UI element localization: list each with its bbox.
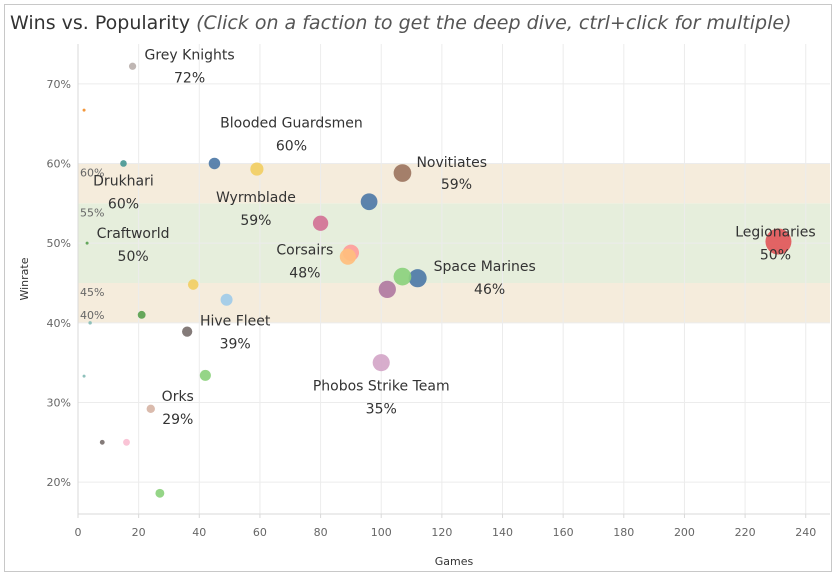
x-tick-label: 20: [132, 526, 146, 539]
data-point[interactable]: [82, 108, 86, 112]
data-point[interactable]: [393, 164, 412, 182]
data-point[interactable]: [765, 228, 792, 255]
data-point[interactable]: [88, 321, 92, 325]
point-value-label: 35%: [366, 402, 397, 418]
band-label-0: 45%: [80, 286, 104, 299]
y-tick-label: 30%: [47, 396, 71, 409]
title-subtitle: (Click on a faction to get the deep dive…: [196, 12, 792, 34]
point-value-label: 48%: [289, 266, 320, 282]
x-tick-label: 80: [314, 526, 328, 539]
title-main: Wins vs. Popularity: [10, 12, 191, 34]
data-point[interactable]: [137, 310, 146, 319]
point-value-label: 60%: [276, 138, 307, 154]
data-point[interactable]: [82, 374, 86, 378]
x-tick-label: 60: [253, 526, 267, 539]
x-tick-label: 140: [492, 526, 513, 539]
data-point[interactable]: [408, 269, 427, 288]
x-tick-label: 160: [553, 526, 574, 539]
data-point[interactable]: [208, 157, 221, 170]
data-point[interactable]: [312, 215, 329, 231]
point-value-label: 72%: [174, 70, 205, 86]
data-points: [82, 62, 792, 498]
y-axis-label: Winrate: [18, 257, 31, 300]
band-2: [78, 163, 830, 204]
point-label: Grey Knights: [145, 47, 235, 63]
point-label: Phobos Strike Team: [313, 379, 450, 395]
y-tick-label: 40%: [47, 317, 71, 330]
point-value-label: 50%: [118, 249, 149, 265]
point-label: Drukhari: [93, 173, 154, 189]
data-point[interactable]: [99, 439, 105, 445]
data-point[interactable]: [123, 438, 130, 446]
point-label: Legionaries: [735, 225, 816, 241]
data-point[interactable]: [120, 160, 127, 167]
gridlines: [77, 44, 830, 515]
data-point[interactable]: [378, 280, 396, 298]
point-label: Corsairs: [276, 243, 333, 259]
y-tick-label: 70%: [47, 78, 71, 91]
point-label: Craftworld: [97, 226, 170, 242]
point-value-label: 39%: [220, 337, 251, 353]
data-point[interactable]: [372, 354, 390, 372]
point-label: Novitiates: [416, 155, 487, 171]
data-point[interactable]: [182, 326, 193, 337]
point-value-label: 59%: [441, 177, 472, 193]
x-axis: 0 20 40 60 80 100 120 140 160 180 200 220 240: [75, 514, 816, 539]
data-point[interactable]: [85, 241, 89, 245]
x-tick-label: 0: [75, 526, 82, 539]
point-value-label: 29%: [162, 412, 193, 428]
point-value-label: 46%: [474, 282, 505, 298]
x-tick-label: 40: [192, 526, 206, 539]
data-point[interactable]: [128, 62, 137, 70]
data-point[interactable]: [360, 193, 378, 211]
chart-title: Wins vs. Popularity (Click on a faction …: [10, 12, 791, 34]
x-tick-label: 100: [371, 526, 392, 539]
point-value-label: 50%: [760, 248, 791, 264]
y-tick-label: 50%: [47, 237, 71, 250]
x-tick-label: 200: [674, 526, 695, 539]
data-point[interactable]: [220, 293, 233, 306]
point-label: Hive Fleet: [200, 314, 271, 330]
y-axis: 20% 30% 40% 50% 60% 70%: [47, 78, 71, 489]
band-label-1: 55%: [80, 206, 104, 219]
point-label: Space Marines: [434, 259, 536, 275]
point-value-label: 60%: [108, 196, 139, 212]
y-tick-label: 20%: [47, 476, 71, 489]
x-tick-label: 180: [613, 526, 634, 539]
data-point[interactable]: [187, 279, 199, 290]
data-point[interactable]: [155, 488, 165, 498]
y-tick-label: 60%: [47, 157, 71, 170]
band-label-bottom: 40%: [80, 309, 104, 322]
data-point[interactable]: [199, 369, 211, 381]
data-point[interactable]: [339, 248, 356, 265]
x-tick-label: 120: [431, 526, 452, 539]
x-tick-label: 220: [735, 526, 756, 539]
x-axis-label: Games: [435, 555, 474, 568]
data-point[interactable]: [250, 162, 264, 176]
data-point[interactable]: [393, 267, 412, 286]
point-label: Wyrmblade: [216, 190, 296, 206]
chart-frame: [4, 4, 832, 572]
point-label: Blooded Guardsmen: [220, 115, 363, 131]
x-tick-label: 240: [795, 526, 816, 539]
band-0: [78, 282, 830, 323]
point-labels: Legionaries 50% Space Marines 46% Novitiates…: [93, 47, 816, 428]
band-label-2: 60%: [80, 166, 104, 179]
point-label: Orks: [162, 389, 194, 405]
point-value-label: 59%: [240, 213, 271, 229]
data-point[interactable]: [146, 404, 155, 414]
